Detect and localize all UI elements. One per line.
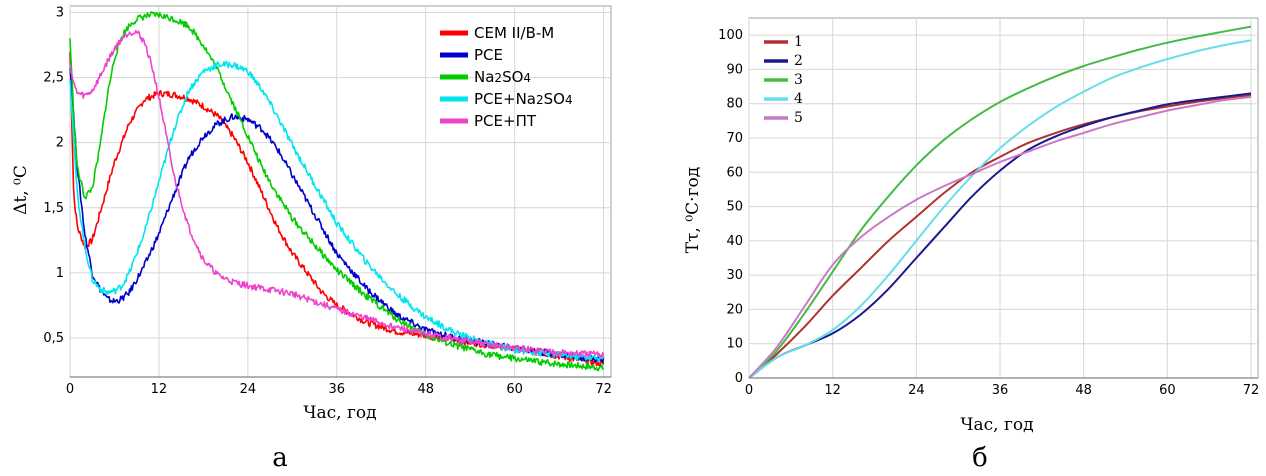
x-tick-label: 12 — [824, 383, 841, 398]
y-tick-label: 60 — [726, 165, 743, 180]
y-tick-label: 50 — [726, 200, 743, 215]
legend-label: 4 — [794, 91, 803, 107]
panel-label-a: а — [272, 443, 288, 473]
x-tick-label: 48 — [417, 382, 434, 397]
legend-label: CEM II/B-M — [474, 24, 554, 42]
x-tick-label: 36 — [329, 382, 346, 397]
y-axis-label-a: Δt, ⁰С — [11, 165, 31, 215]
legend-b: 1 2 3 4 5 — [764, 34, 803, 126]
plot-area-a — [69, 5, 612, 378]
x-axis-label-b: Час, год — [960, 415, 1033, 435]
x-tick-label: 12 — [151, 382, 168, 397]
grid-b — [748, 18, 1258, 379]
y-tick-label: 1,5 — [43, 201, 64, 216]
y-tick-label: 0 — [735, 371, 743, 386]
chart-panel-a: 0,5 1 1,5 2 2,5 3 0 12 24 36 48 60 72 CEM II/B-M PCE… — [11, 5, 612, 473]
series-line-2 — [748, 92, 1252, 379]
series-line-5 — [748, 95, 1252, 379]
legend-label: 3 — [794, 72, 803, 88]
y-tick-label: 70 — [726, 131, 743, 146]
x-axis-label-a: Час, год — [303, 403, 376, 423]
legend-label: PCE+Na2SO4 — [474, 90, 573, 108]
x-tick-label: 0 — [745, 383, 753, 398]
legend-label: Na2SO4 — [474, 68, 531, 86]
x-ticks-a: 0 12 24 36 48 60 72 — [66, 382, 612, 397]
x-tick-label: 24 — [240, 382, 257, 397]
y-tick-label: 3 — [56, 6, 64, 21]
plot-area-b — [748, 17, 1259, 379]
y-tick-label: 40 — [726, 234, 743, 249]
y-tick-label: 80 — [726, 97, 743, 112]
x-tick-label: 72 — [1243, 383, 1260, 398]
panel-label-b: б — [972, 443, 988, 473]
y-tick-label: 2,5 — [43, 71, 64, 86]
y-tick-label: 1 — [56, 266, 64, 281]
y-tick-label: 20 — [726, 302, 743, 317]
y-ticks-a: 0,5 1 1,5 2 2,5 3 — [43, 6, 64, 346]
x-tick-label: 36 — [992, 383, 1009, 398]
x-tick-label: 60 — [1159, 383, 1176, 398]
series-line-3 — [69, 11, 605, 372]
x-tick-label: 0 — [66, 382, 74, 397]
series-line-4 — [69, 60, 605, 363]
series-group-b — [748, 25, 1252, 379]
y-tick-label: 10 — [726, 337, 743, 352]
legend-label: 2 — [794, 53, 803, 69]
legend-label: PCE+ПТ — [474, 112, 537, 130]
legend-label: 1 — [794, 34, 803, 50]
legend-label: PCE — [474, 46, 503, 64]
y-tick-label: 30 — [726, 268, 743, 283]
series-line-5 — [69, 29, 605, 359]
y-axis-label-b: Тτ, ⁰С·год — [683, 167, 703, 253]
y-tick-label: 90 — [726, 62, 743, 77]
x-ticks-b: 0 12 24 36 48 60 72 — [745, 383, 1259, 398]
series-line-2 — [69, 67, 605, 364]
x-tick-label: 48 — [1075, 383, 1092, 398]
y-tick-label: 100 — [718, 28, 743, 43]
series-line-1 — [748, 94, 1252, 379]
legend-a: CEM II/B-M PCE Na2SO4 PCE+Na2SO4 PCE+ПТ — [440, 24, 573, 130]
x-tick-label: 72 — [595, 382, 612, 397]
x-tick-label: 60 — [506, 382, 523, 397]
series-group-a — [69, 11, 605, 372]
y-ticks-b: 0 10 20 30 40 50 60 70 80 90 100 — [718, 28, 743, 386]
x-tick-label: 24 — [908, 383, 925, 398]
y-tick-label: 2 — [56, 136, 64, 151]
y-tick-label: 0,5 — [43, 331, 64, 346]
legend-label: 5 — [794, 110, 803, 126]
series-line-3 — [748, 25, 1252, 379]
series-line-4 — [748, 39, 1252, 379]
